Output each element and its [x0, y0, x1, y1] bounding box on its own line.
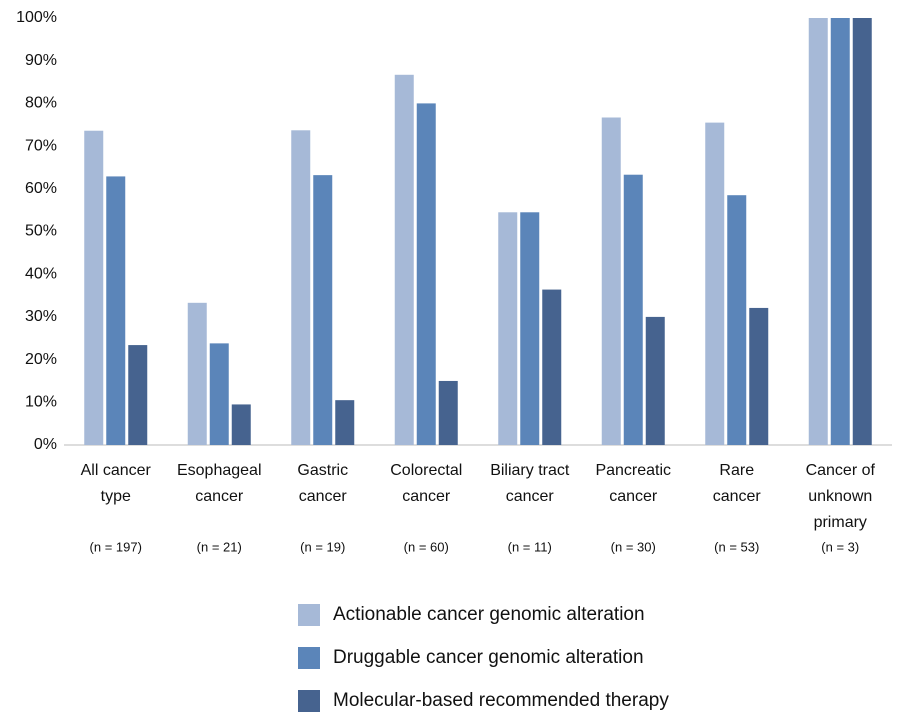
legend-swatch [298, 604, 320, 626]
y-tick-label: 90% [25, 52, 57, 69]
y-tick-label: 50% [25, 223, 57, 240]
x-tick-label: Cancer of [806, 462, 876, 479]
sample-size: (n = 197) [90, 539, 142, 554]
sample-size: (n = 53) [714, 539, 759, 554]
x-tick-label: Rare [719, 462, 754, 479]
sample-size: (n = 30) [611, 539, 656, 554]
bar [542, 289, 562, 445]
bar [520, 212, 540, 445]
bar [438, 380, 458, 445]
bar [852, 18, 872, 445]
bar [645, 316, 665, 445]
x-tick-label: cancer [506, 488, 555, 505]
x-tick-label: Pancreatic [595, 462, 671, 479]
x-tick-label: unknown [808, 488, 872, 505]
legend-swatch [298, 647, 320, 669]
legend-label: Actionable cancer genomic alteration [333, 604, 645, 625]
bar [291, 130, 311, 445]
x-tick-label: primary [814, 514, 867, 531]
bar [128, 345, 148, 445]
bar [623, 174, 643, 446]
y-tick-label: 100% [16, 9, 57, 26]
y-tick-label: 0% [34, 436, 57, 453]
x-tick-label: cancer [402, 488, 451, 505]
y-tick-label: 10% [25, 394, 57, 411]
y-tick-label: 40% [25, 265, 57, 282]
sample-size: (n = 21) [197, 539, 242, 554]
y-tick-label: 80% [25, 95, 57, 112]
x-tick-label: Biliary tract [490, 462, 570, 479]
bar [231, 404, 251, 445]
bar [313, 175, 333, 446]
x-tick-label: All cancer [81, 462, 152, 479]
y-tick-label: 20% [25, 351, 57, 368]
bar [601, 117, 621, 445]
x-tick-label: Esophageal [177, 462, 262, 479]
bar [498, 212, 518, 445]
bar [394, 74, 414, 445]
bar [416, 103, 436, 446]
x-tick-label: cancer [609, 488, 658, 505]
sample-size: (n = 11) [508, 539, 552, 554]
bar [335, 400, 355, 445]
legend-label: Druggable cancer genomic alteration [333, 647, 644, 668]
bar [727, 195, 747, 445]
y-tick-label: 30% [25, 308, 57, 325]
sample-size: (n = 60) [404, 539, 449, 554]
bar [187, 302, 207, 445]
bar [830, 18, 850, 445]
x-tick-label: type [101, 488, 131, 505]
x-tick-label: cancer [713, 488, 762, 505]
bar [84, 130, 104, 445]
x-tick-label: Colorectal [390, 462, 462, 479]
bar [106, 176, 126, 446]
bar [705, 122, 725, 446]
x-tick-label: cancer [195, 488, 244, 505]
legend-swatch [298, 690, 320, 712]
legend-label: Molecular-based recommended therapy [333, 690, 669, 711]
y-tick-label: 60% [25, 180, 57, 197]
y-tick-label: 70% [25, 137, 57, 154]
bar [808, 18, 828, 445]
sample-size: (n = 3) [821, 539, 859, 554]
bar [749, 307, 769, 445]
sample-size: (n = 19) [300, 539, 345, 554]
x-tick-label: Gastric [297, 462, 348, 479]
x-tick-label: cancer [299, 488, 348, 505]
bar [209, 343, 229, 445]
